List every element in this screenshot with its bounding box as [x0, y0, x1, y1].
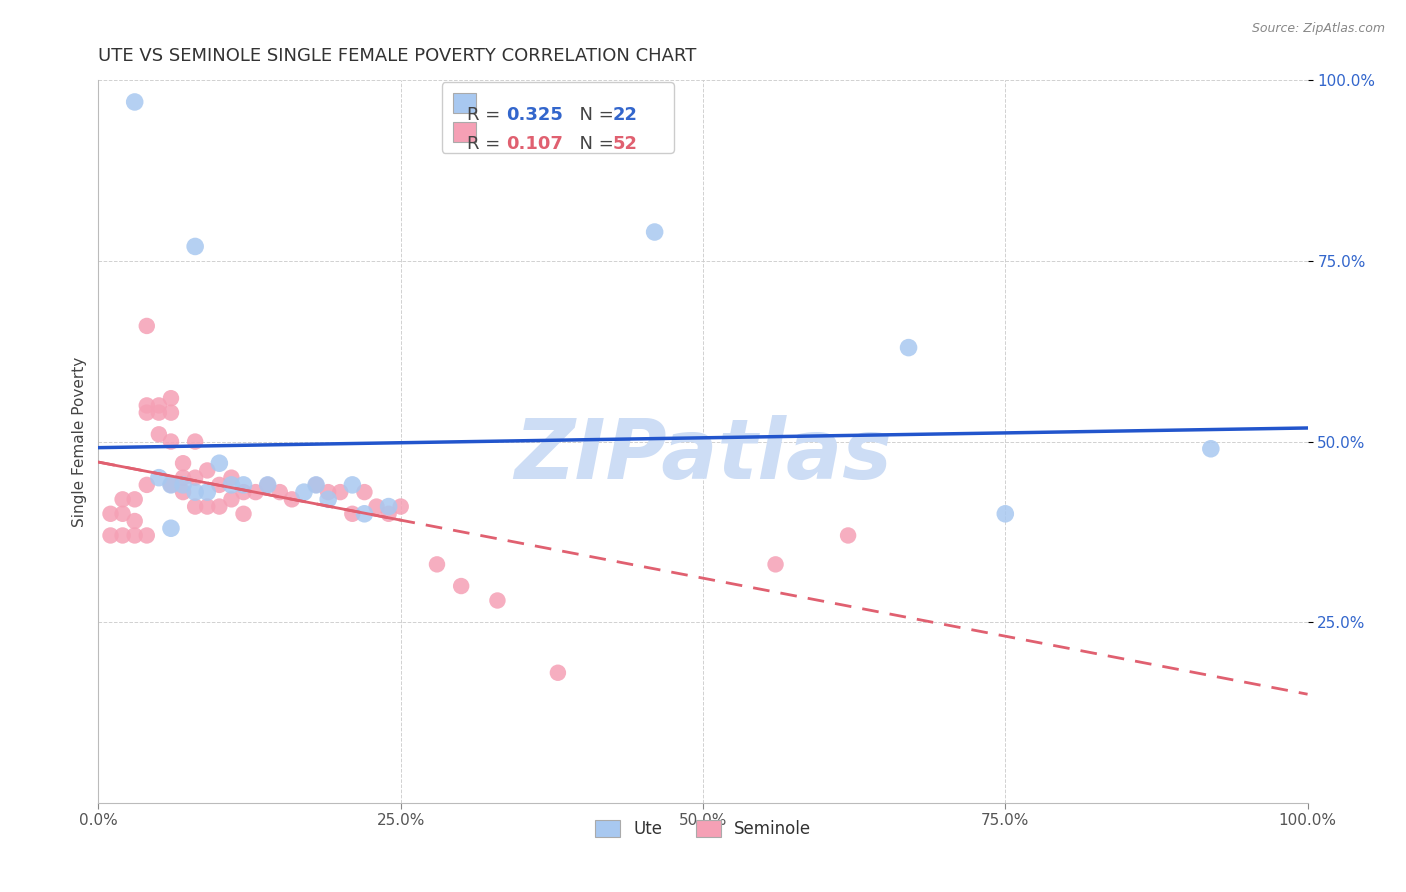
Point: [135, 406, 157, 420]
Point: [292, 485, 315, 500]
Point: [281, 492, 304, 507]
Point: [994, 507, 1017, 521]
Point: [486, 593, 509, 607]
Point: [135, 318, 157, 333]
Point: [353, 507, 375, 521]
Point: [184, 485, 207, 500]
Point: [208, 456, 231, 470]
Point: [256, 478, 278, 492]
Text: 22: 22: [613, 106, 637, 124]
Point: [232, 478, 254, 492]
Point: [837, 528, 859, 542]
Point: [897, 341, 920, 355]
Text: ZIPatlas: ZIPatlas: [515, 416, 891, 497]
Point: [389, 500, 412, 514]
Point: [124, 95, 146, 109]
Point: [160, 406, 183, 420]
Text: R =: R =: [467, 135, 506, 153]
Point: [366, 500, 388, 514]
Point: [305, 478, 328, 492]
Point: [765, 558, 787, 572]
Point: [184, 500, 207, 514]
Point: [160, 391, 183, 405]
Point: [353, 485, 375, 500]
Text: N =: N =: [568, 106, 619, 124]
Point: [111, 492, 134, 507]
Point: [232, 507, 254, 521]
Point: [172, 456, 194, 470]
Point: [172, 485, 194, 500]
Text: 52: 52: [613, 135, 637, 153]
Point: [172, 470, 194, 484]
Point: [100, 528, 122, 542]
Point: [377, 507, 399, 521]
Legend: Ute, Seminole: Ute, Seminole: [588, 814, 818, 845]
Point: [644, 225, 666, 239]
Point: [208, 500, 231, 514]
Point: [221, 470, 243, 484]
Point: [135, 528, 157, 542]
Point: [547, 665, 569, 680]
Point: [160, 521, 183, 535]
Point: [124, 528, 146, 542]
Point: [269, 485, 291, 500]
Point: [148, 406, 170, 420]
Point: [195, 463, 218, 477]
Point: [316, 492, 339, 507]
Point: [184, 470, 207, 484]
Text: N =: N =: [568, 135, 619, 153]
Text: R =: R =: [467, 106, 506, 124]
Text: 0.107: 0.107: [506, 135, 562, 153]
Point: [172, 478, 194, 492]
Point: [232, 485, 254, 500]
Point: [195, 500, 218, 514]
Point: [184, 434, 207, 449]
Point: [342, 478, 364, 492]
Point: [124, 492, 146, 507]
Y-axis label: Single Female Poverty: Single Female Poverty: [72, 357, 87, 526]
Point: [342, 507, 364, 521]
Point: [329, 485, 352, 500]
Point: [160, 478, 183, 492]
Point: [160, 434, 183, 449]
Point: [426, 558, 449, 572]
Point: [245, 485, 267, 500]
Point: [256, 478, 278, 492]
Point: [195, 485, 218, 500]
Text: UTE VS SEMINOLE SINGLE FEMALE POVERTY CORRELATION CHART: UTE VS SEMINOLE SINGLE FEMALE POVERTY CO…: [98, 47, 697, 65]
Point: [377, 500, 399, 514]
Point: [184, 239, 207, 253]
Text: Source: ZipAtlas.com: Source: ZipAtlas.com: [1251, 22, 1385, 36]
Point: [135, 398, 157, 412]
Point: [124, 514, 146, 528]
Point: [450, 579, 472, 593]
Point: [148, 398, 170, 412]
Point: [100, 507, 122, 521]
Point: [221, 478, 243, 492]
Point: [135, 478, 157, 492]
Point: [316, 485, 339, 500]
Point: [111, 528, 134, 542]
Point: [148, 470, 170, 484]
Point: [221, 492, 243, 507]
Point: [160, 478, 183, 492]
Point: [148, 427, 170, 442]
Text: 0.325: 0.325: [506, 106, 562, 124]
Point: [1199, 442, 1222, 456]
Point: [111, 507, 134, 521]
Point: [208, 478, 231, 492]
Point: [305, 478, 328, 492]
